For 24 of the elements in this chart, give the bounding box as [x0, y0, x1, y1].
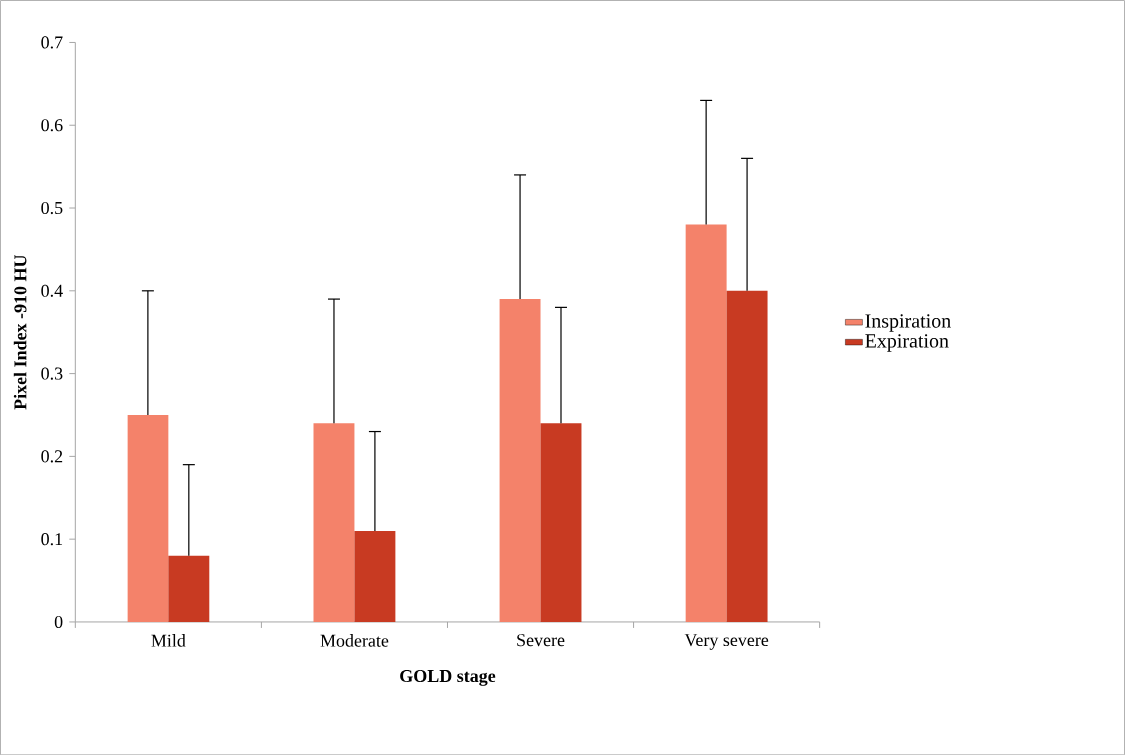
x-tick-label: Very severe [684, 633, 769, 650]
bar [726, 290, 768, 622]
bar [540, 423, 582, 622]
bar [499, 298, 541, 622]
bar [685, 224, 727, 622]
y-tick-label: 0.6 [41, 118, 63, 132]
bar [127, 414, 169, 622]
legend-label: Inspiration [865, 314, 951, 332]
x-tick-label: Moderate [320, 633, 389, 647]
bar [313, 423, 355, 622]
x-axis-title: GOLD stage [400, 669, 496, 686]
y-tick-label: 0.5 [41, 201, 63, 214]
bar [354, 530, 396, 622]
y-tick-label: 0 [54, 615, 63, 628]
y-axis-title: Pixel Index -910 HU [13, 254, 27, 410]
legend-label: Expiration [865, 334, 949, 352]
y-tick-label: 0.4 [41, 284, 63, 297]
y-tick-label: 0.2 [41, 450, 63, 463]
y-tick-label: 0.1 [41, 532, 63, 546]
y-tick-label: 0.3 [41, 367, 63, 380]
x-tick-label: Severe [517, 633, 565, 647]
x-tick-label: Mild [151, 633, 186, 647]
y-tick-label: 0.7 [41, 36, 63, 49]
bar [168, 555, 210, 622]
